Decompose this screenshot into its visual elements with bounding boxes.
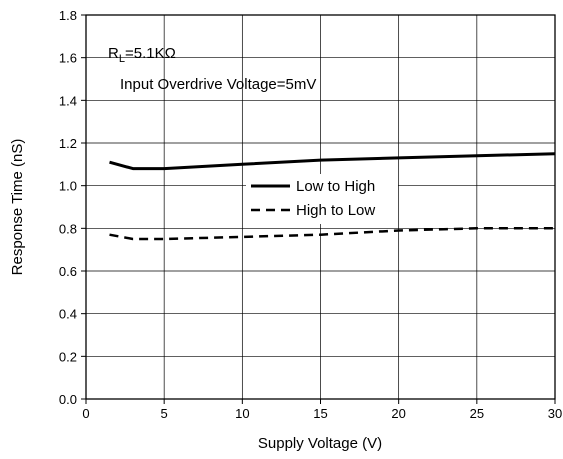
y-tick-label: 1.4 — [59, 93, 77, 108]
y-tick-label: 0.2 — [59, 349, 77, 364]
x-tick-label: 0 — [82, 406, 89, 421]
y-tick-label: 1.2 — [59, 136, 77, 151]
y-tick-label: 0.4 — [59, 307, 77, 322]
legend-label-low-to-high: Low to High — [296, 178, 375, 195]
y-tick-label: 0.6 — [59, 264, 77, 279]
rl-sub: L — [119, 53, 125, 65]
series-line-low-to-high — [109, 152, 556, 171]
y-tick-label: 1.6 — [59, 51, 77, 66]
y-tick-label: 0.0 — [59, 392, 77, 407]
grid — [86, 15, 555, 399]
x-axis-title: Supply Voltage (V) — [258, 435, 382, 452]
series-layer — [109, 152, 556, 241]
y-axis-title: Response Time (nS) — [9, 139, 26, 276]
legend-label-high-to-low: High to Low — [296, 202, 375, 219]
rl-annotation: RL=5.1KΩ — [108, 45, 176, 65]
x-tick-label: 15 — [313, 406, 327, 421]
legend-background — [246, 174, 398, 224]
y-tick-label: 0.8 — [59, 221, 77, 236]
axis-ticks: 0 5 10 15 20 25 30 0.0 0.2 0.4 0.6 0.8 1.0 1.2 1.4 1.6 1… — [59, 8, 562, 421]
x-tick-label: 30 — [548, 406, 562, 421]
y-tick-label: 1.8 — [59, 8, 77, 23]
x-tick-label: 10 — [235, 406, 249, 421]
rl-main: R — [108, 45, 119, 62]
x-tick-label: 5 — [161, 406, 168, 421]
x-tick-label: 25 — [470, 406, 484, 421]
overdrive-annotation: Input Overdrive Voltage=5mV — [120, 76, 316, 93]
series-line-high-to-low — [109, 227, 555, 241]
legend: Low to High High to Low — [246, 174, 398, 224]
rl-value: =5.1KΩ — [125, 45, 176, 62]
x-tick-label: 20 — [391, 406, 405, 421]
y-tick-label: 1.0 — [59, 179, 77, 194]
